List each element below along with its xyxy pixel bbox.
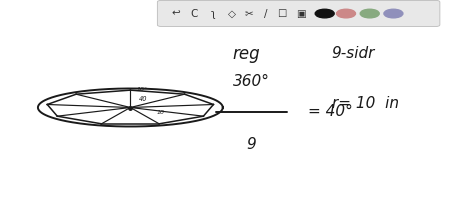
Circle shape xyxy=(337,9,356,18)
Text: 360°: 360° xyxy=(233,74,270,89)
Text: = 40°: = 40° xyxy=(308,104,353,119)
Text: 9-sidr: 9-sidr xyxy=(332,46,375,61)
Text: ✂: ✂ xyxy=(245,9,253,18)
Text: 10: 10 xyxy=(157,110,165,115)
Text: reg: reg xyxy=(233,45,260,63)
Text: ʅ: ʅ xyxy=(211,9,216,18)
Text: ▣: ▣ xyxy=(296,9,306,18)
Circle shape xyxy=(384,9,403,18)
Text: 9: 9 xyxy=(246,137,256,152)
Text: C: C xyxy=(191,9,198,18)
Text: 40: 40 xyxy=(139,96,148,102)
Circle shape xyxy=(315,9,334,18)
Text: r= 10  in: r= 10 in xyxy=(332,96,399,111)
Text: ☐: ☐ xyxy=(277,9,287,18)
Text: 10°: 10° xyxy=(137,87,148,92)
FancyBboxPatch shape xyxy=(157,0,440,26)
Text: ◇: ◇ xyxy=(228,9,236,18)
Circle shape xyxy=(360,9,379,18)
Text: /: / xyxy=(264,9,267,18)
Text: ↩: ↩ xyxy=(171,9,180,18)
